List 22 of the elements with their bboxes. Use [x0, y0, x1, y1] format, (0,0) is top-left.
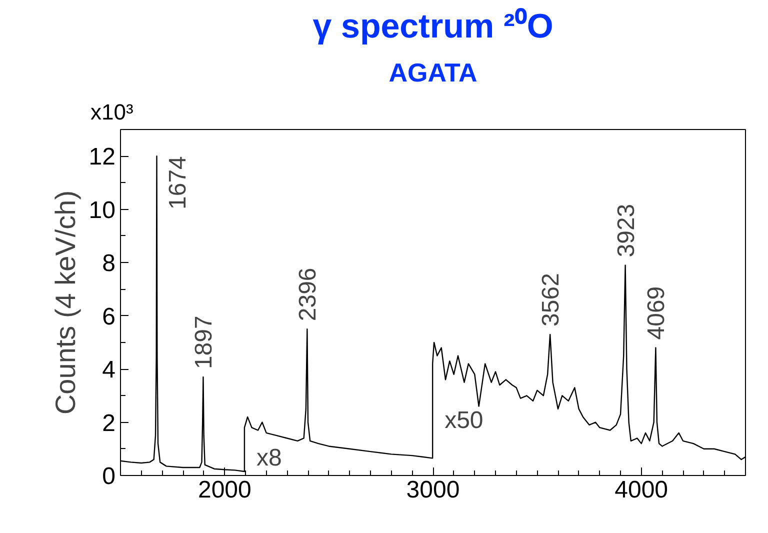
annotation: 1674	[164, 156, 192, 210]
chart-title: γ spectrum ²⁰O	[312, 8, 554, 46]
annotation: 3562	[538, 273, 565, 326]
y-tick-label: 2	[102, 410, 116, 437]
annotation: 2396	[294, 268, 322, 322]
y-tick-label: 4	[102, 356, 116, 384]
y-tick-label: 6	[102, 303, 116, 330]
annotation: 1897	[190, 316, 218, 370]
y-tick-label: 12	[88, 144, 116, 171]
y-tick-label: 0	[102, 463, 116, 490]
annotation: x50	[444, 407, 484, 434]
annotation: 4069	[643, 286, 670, 340]
annotation: 3923	[612, 204, 640, 258]
y-tick-label: 8	[102, 250, 116, 278]
text: x10³	[90, 100, 134, 124]
y-axis-title: Counts (4 keV/ch)	[50, 190, 81, 415]
chart-subtitle: AGATA	[388, 58, 478, 88]
x-tick-label: 3000	[406, 476, 460, 504]
x-tick-label: 2000	[198, 476, 252, 504]
x-tick-label: 4000	[614, 476, 668, 504]
y-tick-label: 10	[88, 196, 116, 224]
annotation: x8	[256, 444, 282, 472]
